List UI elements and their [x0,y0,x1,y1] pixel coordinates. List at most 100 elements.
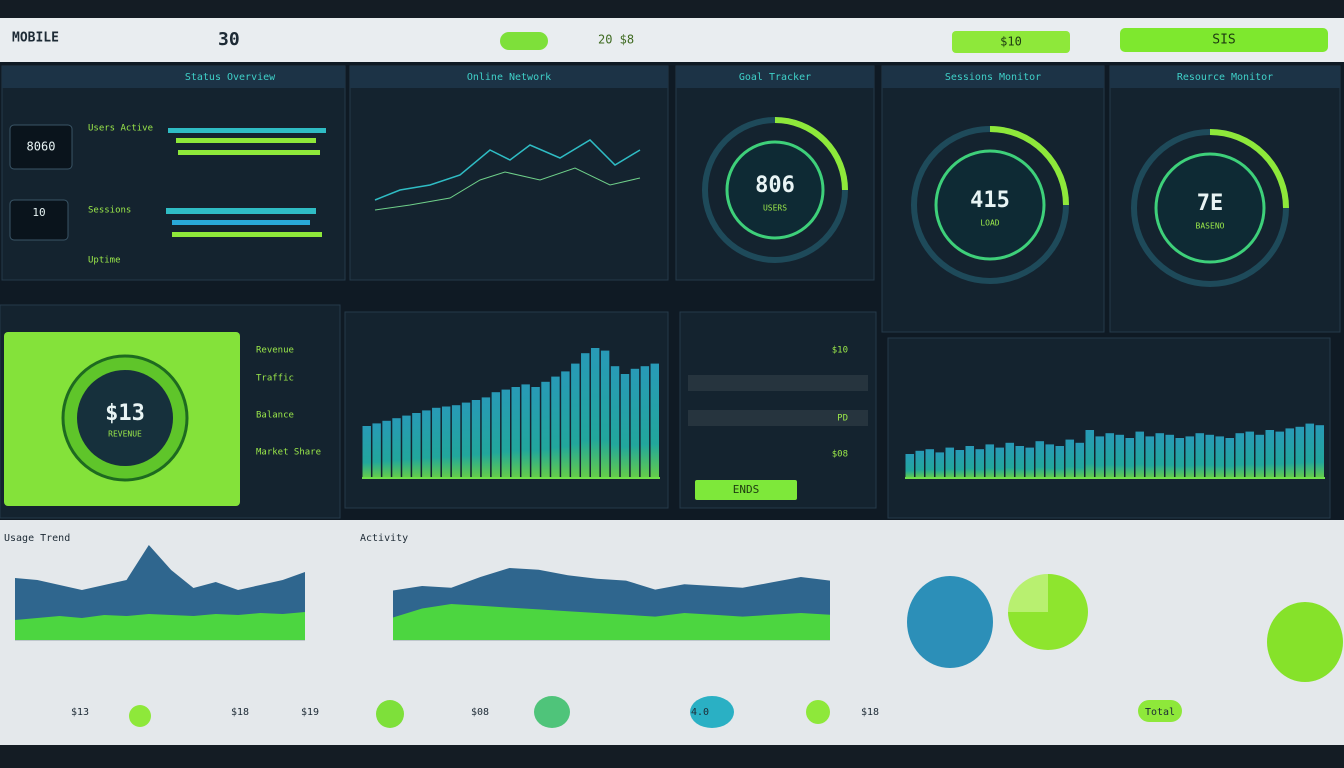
gauge-value: 7E [1197,191,1224,216]
bar [1315,425,1324,478]
gauge-arc [774,117,848,191]
panel-title: Online Network [467,72,551,83]
bar [640,366,650,478]
bar [521,384,530,478]
dot [376,700,404,728]
metric: Balance [256,411,294,421]
header-title: 30 [218,29,240,50]
primary-button[interactable] [1120,28,1328,52]
bar [511,387,520,478]
panel [1,65,346,281]
pill[interactable] [1138,700,1182,722]
bar [1185,436,1194,478]
bar [402,415,411,478]
panel [887,337,1331,519]
bar [1085,430,1094,478]
bar [935,452,944,478]
big-gauge-value: $13 [105,401,145,426]
bar [1275,431,1284,478]
stat-box [9,124,73,170]
primary-text: SIS [1212,33,1235,48]
list-row [688,410,868,426]
panel-header [2,66,345,88]
pie [907,576,993,668]
bar [1215,436,1224,478]
list-value: $08 [832,450,848,460]
progress [166,208,316,214]
panel-header [882,66,1104,88]
bar [1065,439,1074,478]
bar [905,454,914,478]
footer-label: $08 [471,707,489,718]
bar [412,413,421,478]
gauge-value: 415 [970,188,1010,213]
progress [172,220,310,225]
list-button[interactable] [695,480,797,500]
bar [1055,446,1064,478]
area-title: Activity [360,533,408,544]
bar [1285,428,1294,478]
progress [178,150,320,155]
progress [176,138,316,143]
bar [630,368,640,478]
panel-title: Goal Tracker [739,72,811,83]
bar [1245,431,1254,478]
footer-label: $18 [861,707,879,718]
action-text: $10 [1000,35,1022,49]
bar [945,447,954,478]
gauge-ring [1154,152,1266,264]
panel-title: Resource Monitor [1177,72,1273,83]
bar [531,387,540,478]
bar [461,402,471,478]
metric: Revenue [256,346,294,356]
network-line [374,139,641,201]
bar [441,406,451,478]
stat-box [9,199,69,241]
panel-header [676,66,874,88]
network-line [374,167,641,211]
bar [1265,430,1274,478]
bar [1025,447,1034,478]
list-button-text: ENDS [733,483,760,496]
gauge-arc [989,126,1069,206]
bar [501,389,510,478]
row-label: Sessions [88,206,131,216]
bar [471,400,481,478]
status-pill [500,32,548,50]
list-value: $10 [832,346,848,356]
gauge-value: 806 [755,173,795,198]
dot [690,696,734,728]
logo: MOBILE [12,31,59,46]
list-row [688,375,868,391]
bar [1035,441,1044,478]
bar [975,449,984,478]
bar [541,381,550,478]
bar [1235,433,1244,478]
bar [1145,436,1154,478]
big-gauge [77,370,173,466]
big-gauge-label: REVENUE [108,430,142,439]
bar [1125,438,1134,478]
bar [481,397,491,478]
gauge-arc [1209,129,1289,209]
dot [129,705,151,727]
bar [382,420,391,478]
gauge-ring [934,149,1046,261]
bar [1135,431,1144,478]
action-button[interactable] [952,31,1070,53]
progress [168,128,326,133]
bar [965,446,974,478]
panel-header [350,66,668,88]
status-overview: 8060 10 Users Active Sessions Uptime [9,124,326,266]
footer-label: $18 [231,707,249,718]
gauge-ring [725,140,825,240]
bar [955,450,964,478]
pie-slice [1008,574,1048,612]
panel-header [1110,66,1340,88]
gauge-label: USERS [763,204,787,213]
gauge-label: LOAD [980,219,999,228]
pie [1267,602,1343,682]
list-value: PD [837,414,848,424]
bar [1075,442,1084,478]
area [393,604,830,640]
